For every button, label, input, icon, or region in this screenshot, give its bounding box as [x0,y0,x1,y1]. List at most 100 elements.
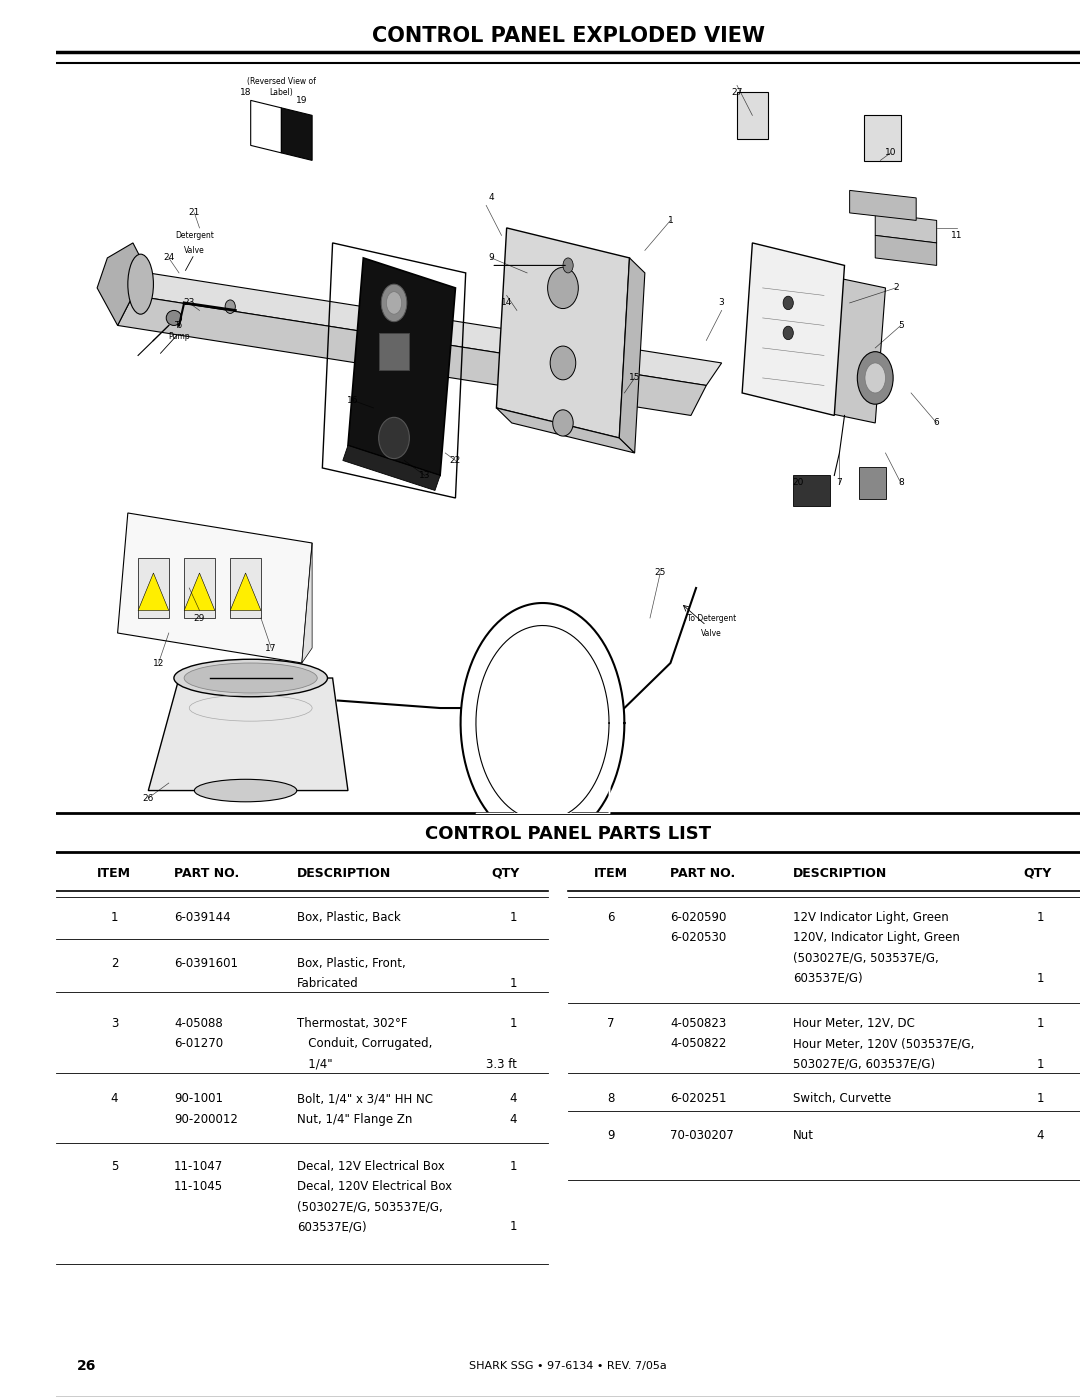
FancyBboxPatch shape [864,115,902,161]
Text: To Detergent: To Detergent [687,613,737,623]
Ellipse shape [865,363,886,393]
Text: 20: 20 [793,478,805,488]
Text: 6: 6 [934,419,940,427]
Ellipse shape [387,292,402,314]
Text: PART NO.: PART NO. [671,866,735,880]
Text: 17: 17 [266,644,276,652]
Text: 1: 1 [1037,911,1044,923]
Text: 14: 14 [501,299,512,307]
Text: 29: 29 [193,613,205,623]
Text: 6-0391601: 6-0391601 [174,957,238,970]
Text: 23: 23 [184,299,195,307]
Text: 3: 3 [111,1017,118,1030]
Text: Decal, 120V Electrical Box: Decal, 120V Electrical Box [297,1179,451,1193]
Text: 1: 1 [1037,1017,1044,1030]
Polygon shape [118,295,706,415]
Text: DESCRIPTION: DESCRIPTION [794,866,888,880]
Ellipse shape [379,418,409,458]
Ellipse shape [548,267,578,309]
Text: 1: 1 [1037,1092,1044,1105]
Text: Valve: Valve [184,246,205,254]
Text: 10: 10 [885,148,896,158]
FancyBboxPatch shape [793,475,829,506]
Text: PART NO.: PART NO. [174,866,239,880]
Polygon shape [138,557,168,617]
Text: 15: 15 [629,373,640,383]
Text: 11-1045: 11-1045 [174,1179,224,1193]
Text: 1: 1 [510,911,517,923]
Ellipse shape [553,409,573,436]
Ellipse shape [194,780,297,802]
FancyBboxPatch shape [379,332,409,370]
Polygon shape [133,272,721,386]
Text: 1/4": 1/4" [297,1058,333,1070]
Polygon shape [97,243,148,326]
Text: Nut, 1/4" Flange Zn: Nut, 1/4" Flange Zn [297,1112,413,1126]
Text: Hour Meter, 12V, DC: Hour Meter, 12V, DC [794,1017,915,1030]
Text: 27: 27 [731,88,743,98]
Text: 4: 4 [1037,1129,1044,1141]
Text: 26: 26 [143,793,154,802]
Text: 3: 3 [719,299,725,307]
Text: 1: 1 [111,911,119,923]
Text: Switch, Curvette: Switch, Curvette [794,1092,892,1105]
Text: Valve: Valve [701,629,721,637]
Text: 12: 12 [153,658,164,668]
Text: Box, Plastic, Back: Box, Plastic, Back [297,911,401,923]
Text: 8: 8 [897,478,904,488]
Polygon shape [348,258,456,475]
Polygon shape [282,108,312,161]
Text: 19: 19 [296,96,308,105]
Text: Nut: Nut [794,1129,814,1141]
Text: 2: 2 [111,957,119,970]
Text: Bolt, 1/4" x 3/4" HH NC: Bolt, 1/4" x 3/4" HH NC [297,1092,433,1105]
Polygon shape [875,212,936,243]
Text: Pump: Pump [168,332,190,341]
Text: 6-020590: 6-020590 [671,911,727,923]
Text: 1: 1 [510,1160,517,1172]
Text: 5: 5 [111,1160,118,1172]
Text: 6-020530: 6-020530 [671,932,727,944]
Text: 9: 9 [488,253,495,263]
Text: 2: 2 [893,284,899,292]
Ellipse shape [127,254,153,314]
Text: Fabricated: Fabricated [297,978,359,990]
Text: 4: 4 [488,193,495,203]
Text: 1: 1 [510,978,517,990]
Ellipse shape [166,310,181,326]
Polygon shape [184,573,215,610]
Text: 18: 18 [240,88,252,98]
Text: (503027E/G, 503537E/G,: (503027E/G, 503537E/G, [794,951,940,964]
Text: 4: 4 [510,1112,517,1126]
Text: 7: 7 [607,1017,615,1030]
Text: Decal, 12V Electrical Box: Decal, 12V Electrical Box [297,1160,445,1172]
Text: Label): Label) [270,88,294,98]
Text: 26: 26 [77,1359,96,1373]
Text: To: To [175,321,183,330]
Ellipse shape [563,258,573,272]
Text: 5: 5 [897,321,904,330]
Text: QTY: QTY [1024,866,1052,880]
Text: 6-039144: 6-039144 [174,911,230,923]
Text: 1: 1 [667,217,673,225]
Text: 6: 6 [607,911,615,923]
Polygon shape [804,272,886,423]
Polygon shape [251,101,282,152]
Text: 25: 25 [654,569,666,577]
Polygon shape [184,557,215,617]
Text: CONTROL PANEL PARTS LIST: CONTROL PANEL PARTS LIST [426,826,711,842]
Text: 90-1001: 90-1001 [174,1092,222,1105]
Text: ITEM: ITEM [594,866,627,880]
Ellipse shape [858,352,893,404]
Text: Hour Meter, 120V (503537E/G,: Hour Meter, 120V (503537E/G, [794,1037,974,1051]
Text: OPERATOR S MANUAL: OPERATOR S MANUAL [19,824,28,908]
Polygon shape [342,446,441,490]
Text: SHARK SSG • 97-6134 • REV. 7/05a: SHARK SSG • 97-6134 • REV. 7/05a [469,1361,667,1372]
Text: 503027E/G, 603537E/G): 503027E/G, 603537E/G) [794,1058,935,1070]
Text: 11-1047: 11-1047 [174,1160,224,1172]
Ellipse shape [783,326,794,339]
Ellipse shape [184,664,318,693]
Text: Conduit, Corrugated,: Conduit, Corrugated, [297,1037,432,1051]
Text: 8: 8 [607,1092,615,1105]
Text: CONTROL PANEL EXPLODED VIEW: CONTROL PANEL EXPLODED VIEW [372,27,765,46]
